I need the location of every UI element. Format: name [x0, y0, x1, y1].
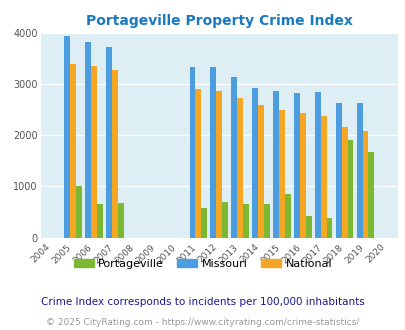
Bar	[278, 110, 284, 238]
Bar	[222, 202, 228, 238]
Bar	[195, 89, 201, 238]
Bar	[85, 42, 91, 238]
Bar	[293, 93, 299, 238]
Bar	[111, 70, 117, 238]
Bar	[273, 91, 278, 238]
Bar	[367, 152, 373, 238]
Text: © 2025 CityRating.com - https://www.cityrating.com/crime-statistics/: © 2025 CityRating.com - https://www.city…	[46, 318, 359, 327]
Bar	[189, 67, 195, 238]
Bar	[320, 116, 326, 238]
Bar	[96, 204, 102, 238]
Bar	[326, 218, 332, 238]
Bar	[70, 64, 76, 238]
Bar	[347, 141, 352, 238]
Bar	[284, 194, 290, 238]
Bar	[64, 36, 70, 238]
Bar	[243, 204, 248, 238]
Bar	[210, 67, 216, 238]
Bar	[335, 103, 341, 238]
Bar	[216, 91, 222, 238]
Bar	[299, 113, 305, 238]
Bar	[231, 77, 237, 238]
Bar	[258, 105, 263, 238]
Bar	[305, 215, 311, 238]
Bar	[76, 186, 81, 238]
Bar	[91, 66, 96, 238]
Bar	[356, 103, 362, 238]
Bar	[252, 88, 258, 238]
Text: Crime Index corresponds to incidents per 100,000 inhabitants: Crime Index corresponds to incidents per…	[41, 297, 364, 307]
Bar	[362, 131, 367, 238]
Bar	[314, 92, 320, 238]
Bar	[263, 204, 269, 238]
Title: Portageville Property Crime Index: Portageville Property Crime Index	[85, 14, 352, 28]
Bar	[106, 47, 111, 238]
Bar	[341, 127, 347, 238]
Legend: Portageville, Missouri, National: Portageville, Missouri, National	[69, 254, 336, 273]
Bar	[117, 203, 123, 238]
Bar	[237, 98, 243, 238]
Bar	[201, 209, 207, 238]
